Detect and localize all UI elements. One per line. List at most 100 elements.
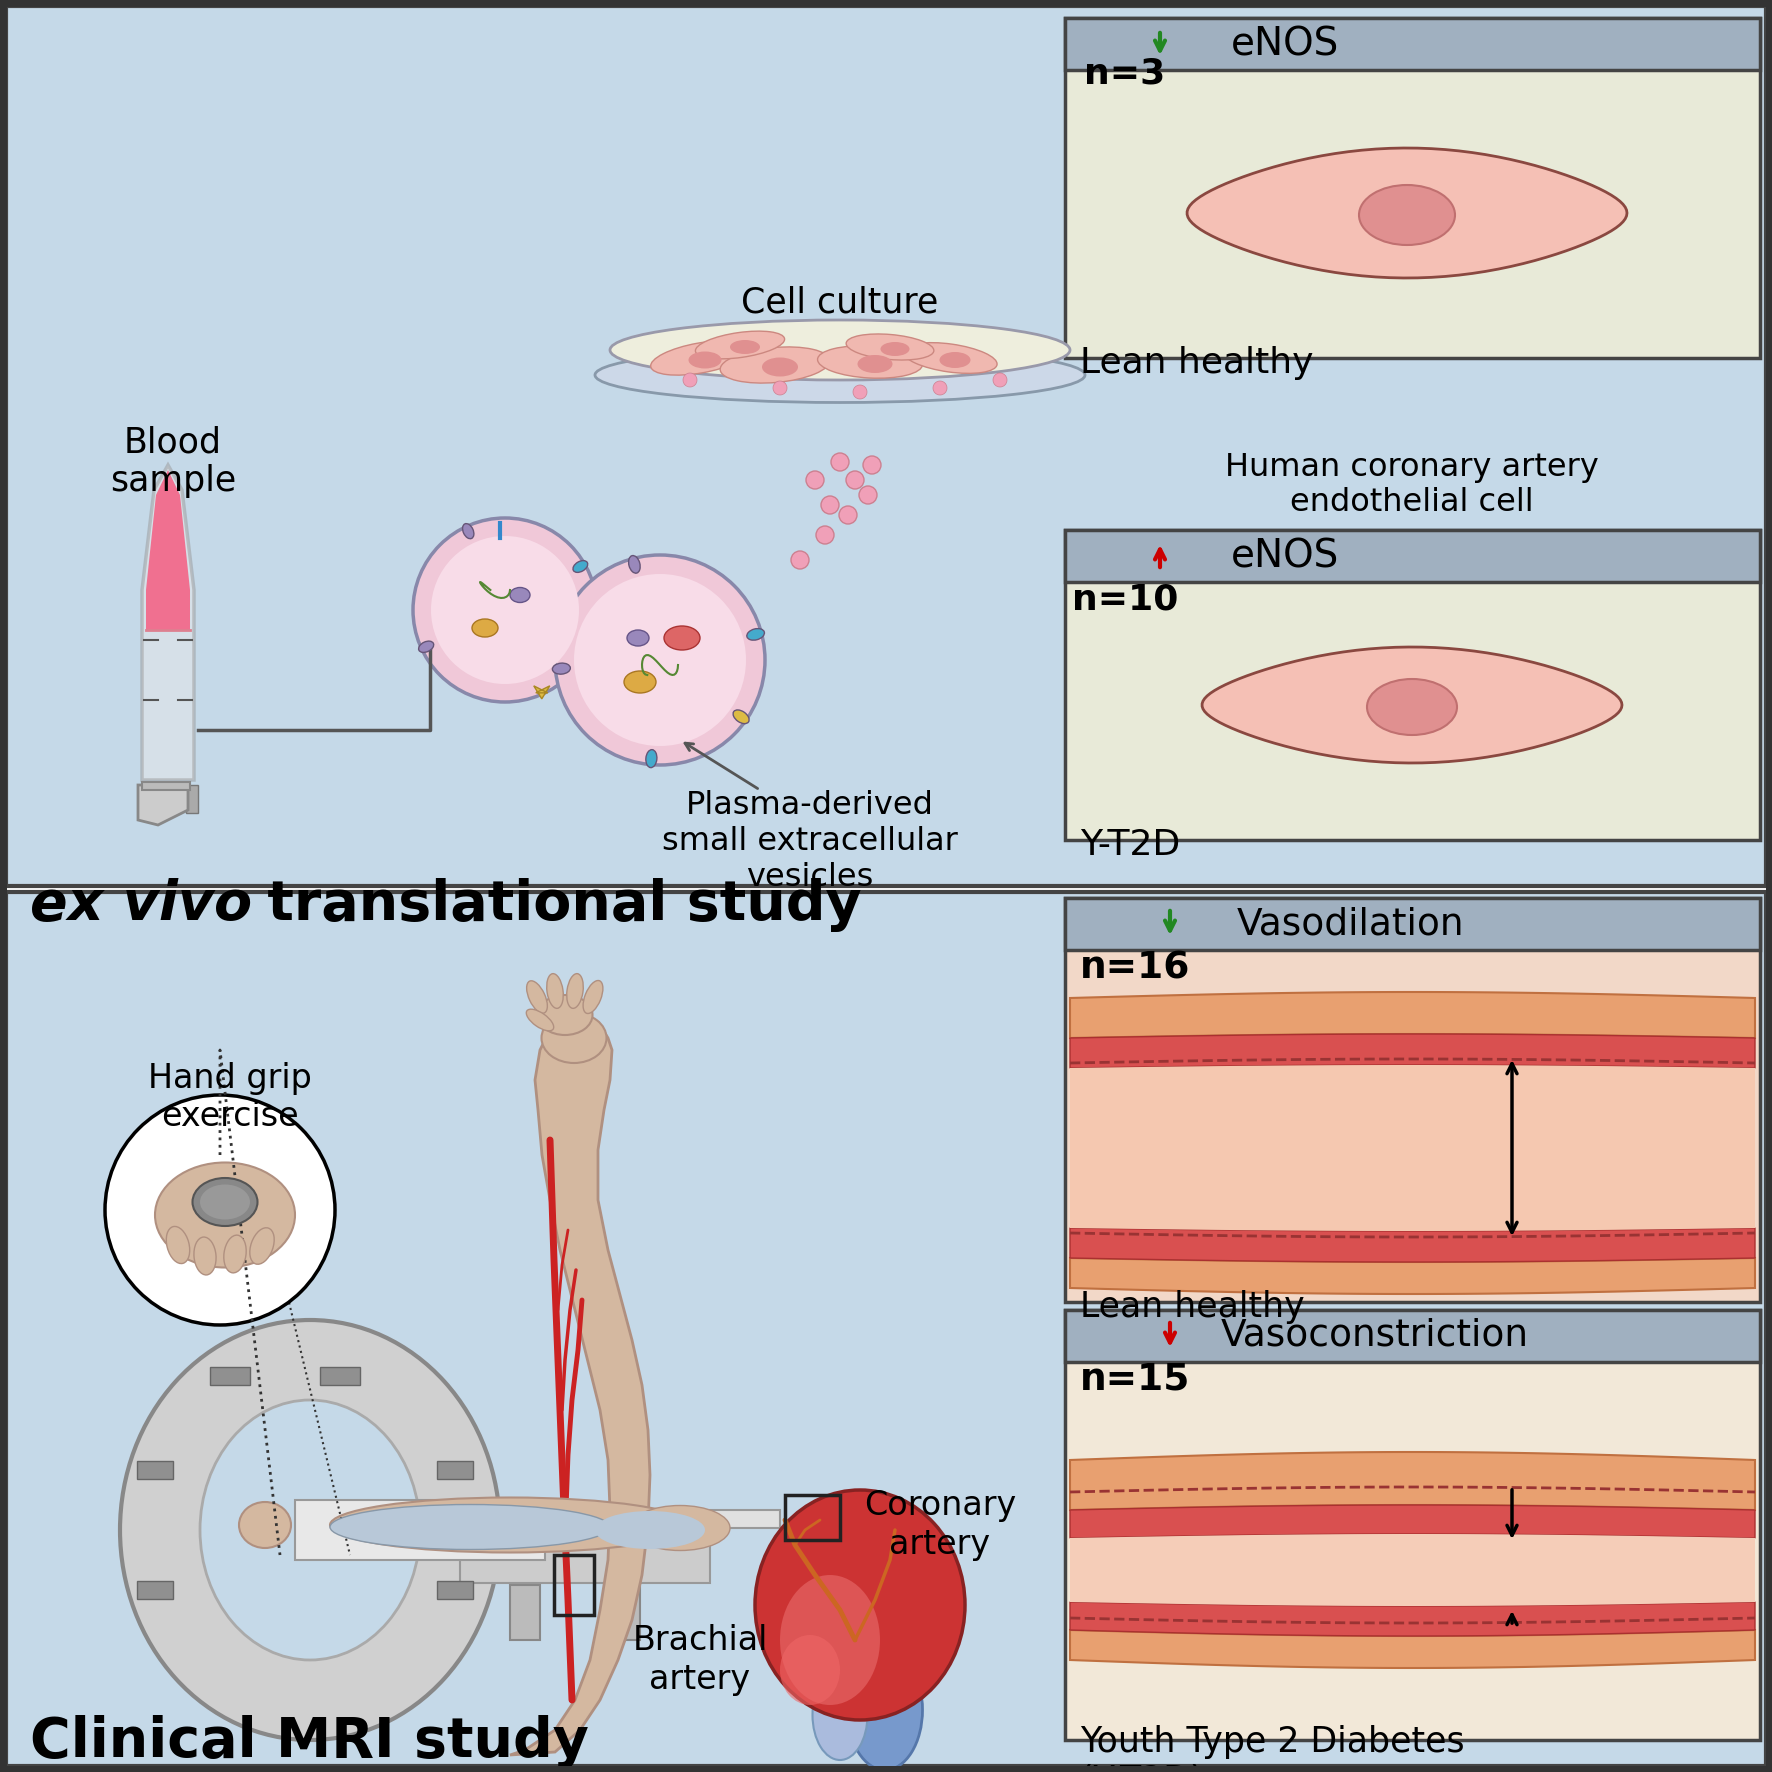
Text: Human coronary artery
endothelial cell: Human coronary artery endothelial cell	[1224, 452, 1598, 519]
Bar	[360, 1510, 780, 1527]
Text: Lean healthy: Lean healthy	[1079, 346, 1313, 379]
Ellipse shape	[572, 560, 588, 572]
Ellipse shape	[223, 1235, 246, 1272]
Polygon shape	[533, 686, 549, 698]
Ellipse shape	[553, 663, 571, 673]
Circle shape	[863, 455, 881, 473]
Ellipse shape	[567, 973, 583, 1008]
Text: ex vivo: ex vivo	[30, 877, 252, 932]
Ellipse shape	[200, 1400, 420, 1660]
Bar	[785, 1496, 840, 1540]
Ellipse shape	[813, 1669, 868, 1760]
Polygon shape	[1070, 1451, 1754, 1510]
Polygon shape	[145, 470, 190, 631]
Polygon shape	[1070, 1065, 1754, 1232]
Ellipse shape	[631, 1506, 730, 1550]
Ellipse shape	[847, 1650, 923, 1770]
Ellipse shape	[200, 1184, 250, 1219]
Ellipse shape	[462, 523, 473, 539]
Polygon shape	[1070, 1504, 1754, 1538]
Ellipse shape	[154, 1162, 294, 1267]
Ellipse shape	[624, 672, 656, 693]
Circle shape	[105, 1095, 335, 1325]
Ellipse shape	[471, 618, 498, 636]
Ellipse shape	[610, 321, 1070, 379]
Circle shape	[845, 471, 865, 489]
Bar	[1065, 898, 1760, 1302]
Bar	[5, 891, 1767, 1767]
Ellipse shape	[858, 354, 893, 372]
Ellipse shape	[817, 346, 923, 377]
Ellipse shape	[734, 711, 750, 723]
Bar	[186, 785, 198, 813]
Ellipse shape	[939, 353, 971, 369]
Ellipse shape	[689, 351, 721, 369]
Ellipse shape	[548, 973, 563, 1008]
Bar	[321, 1366, 360, 1386]
Text: translational study: translational study	[248, 877, 861, 932]
Ellipse shape	[418, 641, 434, 652]
Polygon shape	[1070, 1535, 1754, 1605]
Bar	[1065, 1310, 1760, 1363]
Circle shape	[859, 486, 877, 503]
Ellipse shape	[330, 1497, 689, 1552]
Polygon shape	[1070, 1035, 1754, 1069]
Circle shape	[413, 517, 597, 702]
Circle shape	[815, 526, 835, 544]
Text: Vasoconstriction: Vasoconstriction	[1221, 1318, 1529, 1354]
Ellipse shape	[537, 996, 592, 1035]
Ellipse shape	[330, 1504, 610, 1549]
Bar	[1065, 530, 1760, 840]
Polygon shape	[1070, 992, 1754, 1038]
Polygon shape	[1070, 1602, 1754, 1636]
Bar	[555, 1556, 594, 1614]
Polygon shape	[1070, 1630, 1754, 1667]
Polygon shape	[138, 785, 188, 826]
Ellipse shape	[664, 626, 700, 650]
Bar	[5, 5, 1767, 886]
Text: Lean healthy: Lean healthy	[1079, 1290, 1304, 1324]
Text: Y-T2D: Y-T2D	[1079, 828, 1180, 861]
Ellipse shape	[510, 588, 530, 602]
Circle shape	[574, 574, 746, 746]
Text: Plasma-derived
small extracellular
vesicles: Plasma-derived small extracellular vesic…	[663, 790, 959, 893]
Ellipse shape	[629, 556, 640, 572]
Ellipse shape	[1359, 184, 1455, 245]
Ellipse shape	[250, 1228, 275, 1263]
Ellipse shape	[595, 347, 1084, 402]
Bar	[438, 1460, 473, 1480]
Circle shape	[682, 372, 696, 386]
Text: Vasodilation: Vasodilation	[1237, 905, 1464, 943]
Circle shape	[431, 535, 579, 684]
Text: Coronary
artery: Coronary artery	[865, 1490, 1015, 1561]
Text: Cell culture: Cell culture	[741, 285, 939, 319]
Text: Hand grip
exercise: Hand grip exercise	[149, 1061, 312, 1134]
Circle shape	[820, 496, 838, 514]
Circle shape	[992, 372, 1006, 386]
Ellipse shape	[627, 631, 649, 647]
Text: Brachial
artery: Brachial artery	[633, 1625, 767, 1696]
Circle shape	[852, 385, 867, 399]
Ellipse shape	[881, 342, 909, 356]
Bar	[142, 781, 190, 790]
Ellipse shape	[193, 1178, 257, 1226]
Ellipse shape	[780, 1636, 840, 1705]
Text: n=10: n=10	[1072, 583, 1178, 617]
Ellipse shape	[1366, 679, 1457, 735]
Bar	[1065, 1310, 1760, 1740]
Ellipse shape	[167, 1226, 190, 1263]
Ellipse shape	[120, 1320, 500, 1740]
Ellipse shape	[780, 1575, 881, 1705]
Ellipse shape	[645, 750, 657, 767]
Ellipse shape	[526, 1010, 553, 1031]
Text: Youth Type 2 Diabetes
(Y-T2D): Youth Type 2 Diabetes (Y-T2D)	[1079, 1724, 1465, 1772]
Circle shape	[838, 507, 858, 525]
Ellipse shape	[526, 980, 548, 1014]
Ellipse shape	[755, 1490, 966, 1721]
Ellipse shape	[542, 1014, 606, 1063]
Text: eNOS: eNOS	[1232, 25, 1340, 64]
Bar	[1065, 530, 1760, 581]
Bar	[211, 1366, 250, 1386]
Ellipse shape	[239, 1503, 291, 1549]
Text: n=16: n=16	[1079, 950, 1191, 985]
